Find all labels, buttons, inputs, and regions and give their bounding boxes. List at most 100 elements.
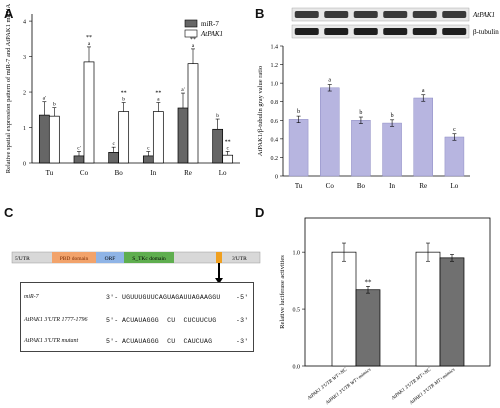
seq-suffix-mut: -3' <box>236 338 249 345</box>
significance-letter: b <box>297 109 300 115</box>
significance-letter: a <box>192 43 195 49</box>
significance-letter: a <box>422 88 425 94</box>
y-tick-label-b: 0 <box>275 175 278 181</box>
seq-mut: ACUAUAGGG CU CAUCUAG <box>122 338 213 345</box>
significance-stars: ** <box>225 139 231 145</box>
y-tick-label-d: 0.5 <box>293 308 301 314</box>
y-tick-label-b: 0.8 <box>271 100 279 106</box>
seq-prefix-wt: 5'- <box>106 317 119 324</box>
legend-swatch <box>184 19 198 28</box>
blot-band <box>383 28 408 35</box>
x-tick-label-b: Lo <box>451 182 459 190</box>
significance-letter: c' <box>77 146 80 152</box>
bar-luciferase <box>415 251 441 367</box>
significance-letter: c <box>453 127 456 133</box>
x-tick-label-b: Co <box>326 182 335 190</box>
panel-label-a: A <box>4 6 14 21</box>
y-tick-label-a: 3 <box>23 55 26 61</box>
significance-letter: a <box>157 97 160 103</box>
legend-label: AtPAK1 <box>200 30 223 38</box>
significance-stars: ** <box>86 35 92 41</box>
significance-letter: b <box>359 110 362 116</box>
x-tick-label-b: In <box>389 182 395 190</box>
panel-label-c: C <box>4 205 14 220</box>
panel-label-d: D <box>255 205 265 220</box>
bar-luciferase <box>355 289 381 367</box>
seq-label-wt: AtPAK1 3'UTR 1777-1796 <box>24 317 88 323</box>
x-tick-label-a: Lo <box>219 169 227 177</box>
seq-wt: ACUAUAGGG CU CUCUUCUG <box>122 317 217 324</box>
significance-letter: a' <box>43 96 46 102</box>
significance-letter: b <box>122 97 125 103</box>
seq-suffix-mir: -5' <box>236 294 249 301</box>
y-axis-label-d: Relative luciferase activities <box>279 255 286 329</box>
blot-label: β-tubulin <box>473 28 499 36</box>
significance-letter: c <box>226 145 229 151</box>
sequence-alignment-box <box>20 282 254 352</box>
orf-region <box>96 252 124 263</box>
significance-letter: c <box>112 141 115 147</box>
legend-label: miR-7 <box>201 20 219 28</box>
x-tick-label-b: Tu <box>295 182 303 190</box>
seq-prefix-mut: 5'- <box>106 338 119 345</box>
blot-label: AtPAK1 <box>472 11 495 19</box>
x-tick-label-a: Tu <box>46 169 54 177</box>
orf-label: ORF <box>105 256 116 262</box>
blot-band <box>412 11 437 18</box>
blot-band <box>324 11 349 18</box>
significance-letter: a <box>328 78 331 84</box>
y-tick-label-a: 4 <box>23 20 26 26</box>
significance-stars: ** <box>365 278 373 286</box>
y-tick-label-b: 0.4 <box>271 137 279 143</box>
kinase-label: S_TKc domain <box>132 256 166 262</box>
plot-frame-d <box>304 217 491 367</box>
significance-stars: ** <box>121 91 127 97</box>
blot-band <box>294 28 319 35</box>
y-tick-label-d: 1.0 <box>293 251 301 257</box>
y-tick-label-b: 0.2 <box>271 156 279 162</box>
x-tick-label-a: Bo <box>115 169 124 177</box>
blot-band <box>442 28 467 35</box>
blot-band <box>353 28 378 35</box>
target-site <box>216 252 222 263</box>
y-tick-label-b: 1.2 <box>271 63 279 69</box>
blot-band <box>412 28 437 35</box>
y-tick-label-a: 0 <box>23 162 26 168</box>
y-tick-label-a: 1 <box>23 126 26 132</box>
blot-band <box>383 11 408 18</box>
significance-letter: a <box>88 41 91 47</box>
utr3-label: 3'UTR <box>232 256 247 262</box>
significance-letter: c <box>147 146 150 152</box>
seq-label-mir: miR-7 <box>24 294 39 300</box>
y-axis-label-b: AtPAK1/β-tubulin gray value ratio <box>257 66 264 156</box>
significance-stars: ** <box>190 37 196 43</box>
seq-suffix-wt: -3' <box>236 317 249 324</box>
legend-swatch <box>184 29 198 38</box>
y-tick-label-b: 1.0 <box>271 82 279 88</box>
x-tick-label-b: Bo <box>357 182 366 190</box>
kinase-domain <box>124 252 174 263</box>
y-tick-label-d: 0.0 <box>293 365 301 371</box>
x-tick-label-a: Re <box>184 169 192 177</box>
significance-letter: b <box>391 113 394 119</box>
significance-stars: ** <box>155 91 161 97</box>
y-tick-label-a: 2 <box>23 91 26 97</box>
seq-prefix-mir: 3'- <box>106 294 119 301</box>
x-tick-label-a: In <box>150 169 156 177</box>
pbd-domain <box>52 252 96 263</box>
x-tick-label-a: Co <box>80 169 89 177</box>
significance-letter: b <box>216 113 219 119</box>
y-axis-label-a: Relative spatial expression pattern of m… <box>5 3 12 173</box>
blot-band <box>442 11 467 18</box>
seq-mir: UGUUUGUUCAGUAGAUUAGAAGGU <box>122 294 221 301</box>
panel-label-b: B <box>255 6 265 21</box>
seq-label-mut: AtPAK1 3'UTR mutant <box>24 338 79 344</box>
pbd-label: PBD domain <box>60 256 89 262</box>
blot-band <box>294 11 319 18</box>
y-tick-label-b: 0.6 <box>271 119 279 125</box>
utr5-label: 5'UTR <box>15 256 30 262</box>
